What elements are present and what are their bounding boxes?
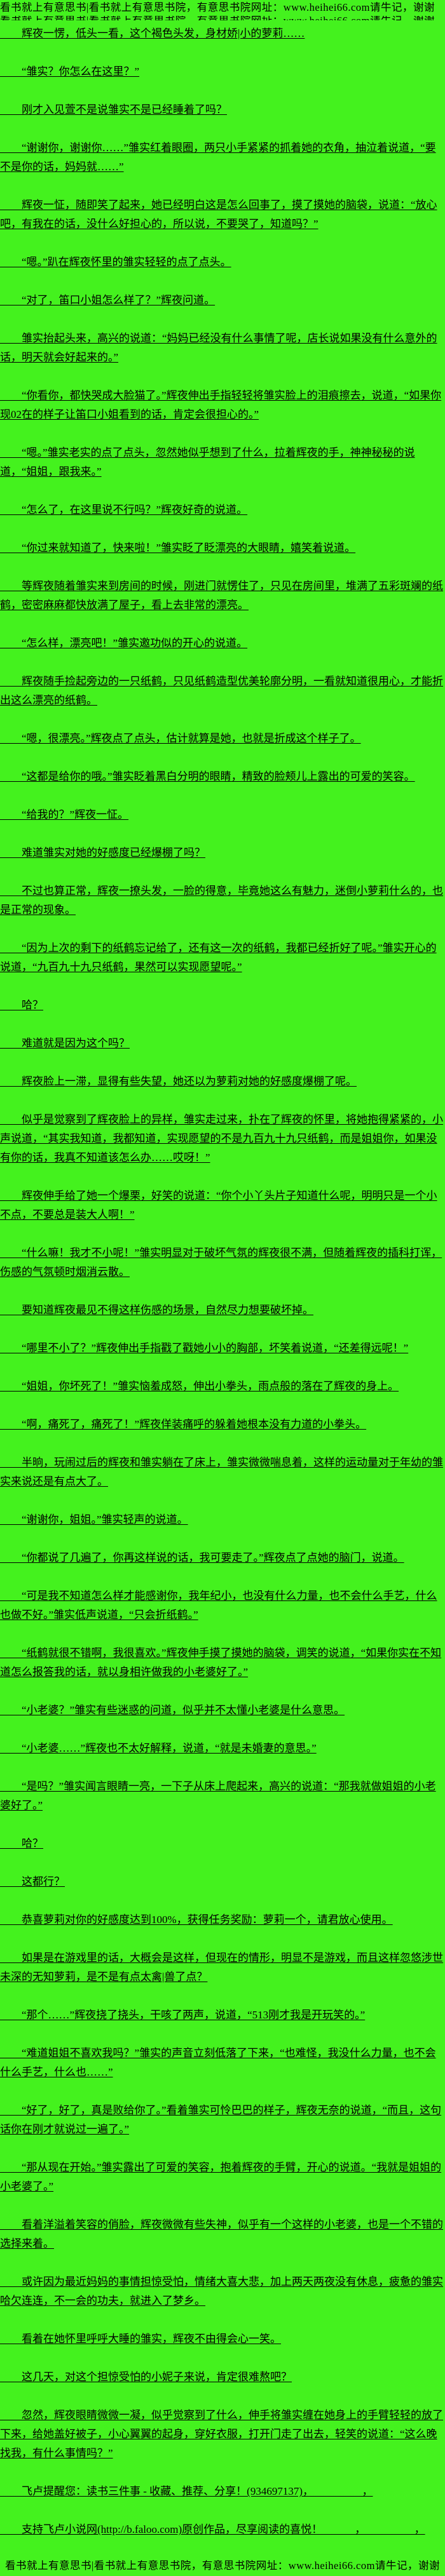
novel-paragraph: 看着在她怀里呼呼大睡的雏实，辉夜不由得会心一笑。 [22,2333,281,2345]
notice-line: 飞卢提醒您：读书三件事 - 收藏、推荐、分享！(934697137)， ， [22,2485,373,2497]
novel-paragraph: 哈？ [22,1837,43,1849]
watermark-clipped-line: 看书就上有意思书|看书就上有意思书院，有意思书院网址：www.heihei66.… [0,16,445,20]
novel-paragraph: 等辉夜随着雏实来到房间的时候，刚进门就愣住了，只见在房间里，堆满了五彩斑斓的纸鹤… [0,580,443,611]
watermark-top: 看书就上有意思书|看书就上有意思书院，有意思书院网址：www.heihei66.… [0,1,435,13]
novel-paragraph: “因为上次的剩下的纸鹤忘记给了，还有这一次的纸鹤，我都已经折好了呢。”雏实开心的… [0,942,437,973]
novel-paragraph: “嗯。”趴在辉夜怀里的雏实轻轻的点了点头。 [22,256,231,268]
novel-paragraph: 辉夜随手捡起旁边的一只纸鹤，只见纸鹤造型优美轮廓分明，一看就知道很用心，才能折出… [0,675,443,706]
novel-paragraph: “是吗？”雏实闻言眼睛一亮，一下子从床上爬起来，高兴的说道：“那我就做姐姐的小老… [0,1780,436,1811]
novel-paragraph: 雏实抬起头来，高兴的说道：“妈妈已经没有什么事情了呢，店长说如果没有什么意外的话… [0,332,437,363]
novel-paragraph: “对了，笛口小姐怎么样了？”辉夜问道。 [22,294,216,306]
novel-paragraph: “你都说了几遍了，你再这样说的话，我可要走了。”辉夜点了点她的脑门，说道。 [22,1552,404,1564]
novel-paragraph: 辉夜伸手给了她一个爆栗，好笑的说道：“你个小丫头片子知道什么呢，明明只是一个小不… [0,1190,437,1221]
watermark-bottom: 看书就上有意思书|看书就上有意思书院，有意思书院网址：www.heihei66.… [5,2559,440,2572]
novel-paragraph: 这都行？ [22,1875,65,1888]
novel-paragraph: “嗯，很漂亮。”辉夜点了点头，估计就算是她，也就是折成这个样子了。 [22,732,361,744]
novel-paragraph: “难道姐姐不喜欢我吗？”雏实的声音立刻低落了下来，“也难怪，我没什么力量，也不会… [0,2047,436,2078]
novel-paragraph: “嗯。”雏实老实的点了点头，忽然她似乎想到了什么，拉着辉夜的手，神神秘秘的说道，… [0,446,415,478]
notice-line: 支持飞卢小说网(http://b.faloo.com)原创作品，尽享阅读的喜悦！… [22,2523,425,2535]
novel-paragraph: “雏实？你怎么在这里？” [22,65,140,77]
novel-paragraph: 恭喜萝莉对你的好感度达到100%，获得任务奖励：萝莉一个，请君放心使用。 [22,1914,393,1926]
novel-paragraph: “谢谢你，谢谢你……”雏实红着眼圈，两只小手紧紧的抓着她的衣角，抽泣着说道，“要… [0,142,436,173]
novel-paragraph: “你过来就知道了，快来啦！”雏实眨了眨漂亮的大眼睛，嬉笑着说道。 [22,542,356,554]
novel-paragraph: “那从现在开始。”雏实露出了可爱的笑容，抱着辉夜的手臂，开心的说道。“我就是姐姐… [0,2161,442,2192]
novel-paragraph: “好了，好了，真是败给你了。”看着雏实可怜巴巴的样子，辉夜无奈的说道，“而且，这… [0,2104,442,2135]
novel-paragraph: “谢谢你，姐姐。”雏实轻声的说道。 [22,1513,188,1526]
novel-paragraph: “可是我不知道怎么样才能感谢你，我年纪小，也没有什么力量，也不会什么手艺，什么也… [0,1590,437,1621]
novel-paragraph: 辉夜一怔，随即笑了起来，她已经明白这是怎么回事了，摸了摸她的脑袋，说道：“放心吧… [0,199,437,230]
novel-paragraph: 刚才入见萱不是说雏实不是已经睡着了吗？ [22,104,227,116]
novel-paragraph: 看着洋溢着笑容的俏脸，辉夜微微有些失神，似乎有一个这样的小老婆，也是一个不错的选… [0,2218,443,2250]
novel-paragraph: “小老婆……”辉夜也不太好解释，说道，“就是未婚妻的意思。” [22,1742,317,1754]
novel-paragraph: 哈？ [22,999,43,1011]
novel-paragraph: 如果是在游戏里的话，大概会是这样，但现在的情形，明显不是游戏，而且这样忽悠涉世未… [0,1952,443,1983]
novel-paragraph: 这几天，对这个担惊受怕的小妮子来说，肯定很难熬吧？ [22,2371,292,2383]
novel-paragraph: 或许因为最近妈妈的事情担惊受怕，情绪大喜大悲，加上两天两夜没有休息，疲惫的雏实哈… [0,2276,443,2307]
novel-paragraph: 辉夜一愣，低头一看，这个褐色头发，身材娇|小的萝莉…… [22,27,305,39]
novel-paragraph: 辉夜脸上一滞，显得有些失望，她还以为萝莉对她的好感度爆棚了呢。 [22,1075,357,1087]
novel-paragraph: “什么嘛！我才不小呢！”雏实明显对于破坏气氛的辉夜很不满，但随着辉夜的插科打诨，… [0,1247,442,1278]
novel-paragraph: 半晌，玩闹过后的辉夜和雏实躺在了床上，雏实微微喘息着，这样的运动量对于年幼的雏实… [0,1456,443,1487]
novel-paragraph: “哪里不小了？”辉夜伸出手指戳了戳她小小的胸部，坏笑着说道，“还差得远呢！” [22,1342,409,1354]
novel-paragraph: “这都是给你的哦。”雏实眨着黑白分明的眼睛，精致的脸颊儿上露出的可爱的笑容。 [22,770,415,782]
novel-paragraph: “怎么样，漂亮吧！”雏实邀功似的开心的说道。 [22,637,248,649]
novel-paragraph: 难道雏实对她的好感度已经爆棚了吗？ [22,847,205,859]
novel-paragraph: “啊，痛死了，痛死了！”辉夜佯装痛呼的躲着她根本没有力道的小拳头。 [22,1418,367,1430]
novel-paragraph: “小老婆？”雏实有些迷惑的问道，似乎并不太懂小老婆是什么意思。 [22,1704,345,1716]
novel-paragraph: “纸鹤就很不错啊，我很喜欢。”辉夜伸手摸了摸她的脑袋，调笑的说道，“如果你实在不… [0,1647,442,1678]
novel-paragraph: “那个……”辉夜挠了挠头，干咳了两声，说道，“513刚才我是开玩笑的。” [22,2009,366,2021]
novel-paragraph: 似乎是觉察到了辉夜脸上的异样，雏实走过来，扑在了辉夜的怀里，将她抱得紧紧的，小声… [0,1113,443,1164]
novel-paragraph: “姐姐，你坏死了！”雏实恼羞成怒，伸出小拳头，雨点般的落在了辉夜的身上。 [22,1380,399,1392]
novel-body: 辉夜一愣，低头一看，这个褐色头发，身材娇|小的萝莉…… “雏实？你怎么在这里？” 刚… [0,24,445,2539]
novel-paragraph: 不过也算正常，辉夜一撩头发，一脸的得意，毕竟她这么有魅力，迷倒小萝莉什么的，也是… [0,885,443,916]
novel-paragraph: 难道就是因为这个吗？ [22,1037,130,1049]
novel-paragraph: 忽然，辉夜眼睛微微一凝，似乎觉察到了什么，伸手将雏实缠在她身上的手臂轻轻的放了下… [0,2409,443,2459]
novel-paragraph: “怎么了，在这里说不行吗？”辉夜好奇的说道。 [22,504,248,516]
novel-paragraph: “你看你，都快哭成大脸猫了。”辉夜伸出手指轻轻将雏实脸上的泪痕擦去，说道，“如果… [0,389,442,420]
novel-paragraph: 要知道辉夜最见不得这样伤感的场景，自然尽力想要破坏掉。 [22,1304,313,1316]
novel-paragraph: “给我的？”辉夜一怔。 [22,808,129,821]
